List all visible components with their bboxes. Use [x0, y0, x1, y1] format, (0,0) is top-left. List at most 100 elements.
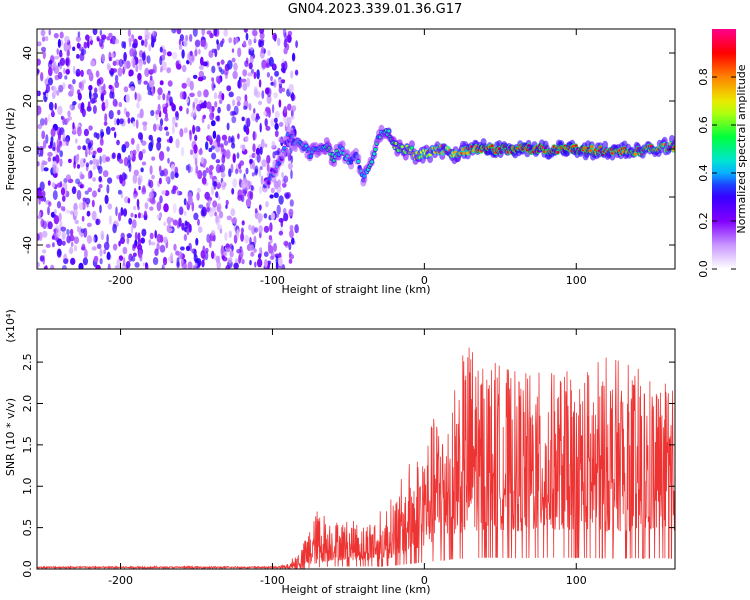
noise-blob [211, 152, 217, 160]
noise-blob [264, 259, 268, 268]
heatmap-x-axis-label: Height of straight line (km) [281, 283, 430, 296]
noise-blob [204, 250, 209, 261]
noise-blob [285, 122, 289, 127]
noise-blob [117, 67, 123, 77]
noise-blob [236, 249, 242, 254]
noise-blob [38, 211, 42, 218]
noise-blob [223, 68, 229, 76]
noise-blob [106, 233, 109, 244]
noise-blob [42, 140, 47, 149]
ridge-core [672, 145, 675, 149]
noise-blob [230, 137, 234, 143]
noise-blob [103, 249, 106, 255]
noise-blob [68, 158, 72, 163]
noise-blob [167, 227, 173, 232]
noise-blob [104, 99, 109, 109]
noise-blob [142, 124, 147, 131]
noise-blob [127, 197, 131, 204]
noise-blob [102, 89, 107, 95]
ridge-core [588, 149, 593, 153]
noise-blob [144, 67, 150, 77]
noise-blob [136, 143, 140, 153]
noise-blob [236, 96, 242, 102]
noise-blob [256, 113, 259, 118]
noise-blob [278, 99, 282, 108]
noise-blob [112, 60, 117, 66]
noise-blob [215, 255, 221, 264]
noise-blob [37, 233, 40, 241]
noise-blob [73, 202, 78, 212]
noise-blob [189, 80, 194, 91]
noise-blob [240, 78, 243, 84]
noise-blob [265, 201, 269, 208]
noise-blob [240, 227, 244, 234]
noise-blob [161, 61, 167, 71]
noise-blob [220, 69, 225, 75]
noise-blob [172, 185, 177, 195]
noise-blob [184, 220, 188, 226]
noise-blob [157, 87, 163, 96]
noise-blob [187, 195, 193, 206]
noise-blob [141, 140, 147, 146]
noise-blob [70, 257, 76, 265]
snr-series-line [37, 347, 675, 569]
noise-blob [251, 29, 258, 37]
noise-blob [272, 151, 276, 159]
noise-blob [200, 56, 204, 66]
noise-blob [76, 225, 80, 233]
noise-blob [273, 79, 277, 88]
noise-blob [54, 55, 60, 60]
noise-blob [183, 127, 188, 134]
noise-blob [130, 137, 135, 145]
noise-blob [154, 229, 157, 239]
noise-blob [214, 211, 217, 217]
noise-blob [59, 140, 63, 148]
noise-blob [62, 132, 66, 141]
noise-blob [179, 34, 184, 42]
noise-blob [130, 225, 134, 234]
noise-blob [127, 117, 131, 124]
noise-blob [54, 225, 60, 231]
heatmap-ytick-label: 20 [21, 94, 34, 108]
ridge-core [282, 146, 286, 150]
noise-blob [185, 97, 189, 104]
noise-blob [134, 262, 140, 268]
noise-blob [96, 218, 99, 226]
noise-blob [80, 102, 85, 111]
noise-blob [176, 63, 182, 70]
noise-blob [270, 212, 276, 221]
noise-blob [78, 202, 84, 211]
heatmap-xtick-label: -200 [108, 274, 133, 287]
noise-blob [108, 84, 113, 90]
noise-blob [165, 131, 170, 137]
noise-blob [125, 260, 131, 269]
noise-blob [232, 178, 238, 188]
noise-blob [263, 213, 268, 219]
noise-blob [53, 32, 59, 39]
noise-blob [95, 264, 101, 269]
noise-blob [77, 145, 82, 150]
noise-blob [41, 190, 46, 198]
noise-blob [111, 52, 115, 59]
noise-blob [44, 117, 48, 126]
noise-blob [114, 81, 120, 89]
noise-blob [189, 223, 192, 233]
noise-blob [85, 162, 90, 168]
noise-blob [225, 264, 230, 269]
noise-blob [183, 210, 187, 216]
noise-blob [171, 29, 177, 34]
noise-blob [92, 236, 96, 244]
noise-blob [142, 262, 145, 267]
noise-blob [176, 257, 180, 267]
noise-blob [92, 164, 97, 171]
noise-blob [253, 108, 256, 114]
figure-title: GN04.2023.339.01.36.G17 [287, 2, 463, 17]
noise-blob [63, 67, 66, 75]
noise-blob [96, 165, 101, 170]
noise-blob [288, 162, 293, 170]
ridge-halo [427, 155, 434, 164]
noise-blob [156, 214, 161, 219]
noise-blob [117, 109, 121, 116]
noise-blob [39, 181, 45, 191]
noise-blob [233, 234, 238, 244]
